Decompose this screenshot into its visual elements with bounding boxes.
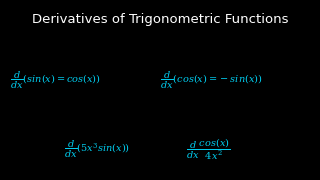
Text: $\dfrac{d}{dx}\dfrac{cos(x)}{4x^2}$: $\dfrac{d}{dx}\dfrac{cos(x)}{4x^2}$	[186, 137, 230, 162]
Text: $\dfrac{d}{dx}(cos(x) = -sin(x))$: $\dfrac{d}{dx}(cos(x) = -sin(x))$	[160, 70, 263, 91]
Text: Derivatives of Trigonometric Functions: Derivatives of Trigonometric Functions	[32, 13, 288, 26]
Text: $\dfrac{d}{dx}(5x^3 sin(x))$: $\dfrac{d}{dx}(5x^3 sin(x))$	[64, 139, 130, 160]
Text: $\dfrac{d}{dx}(sin(x) = cos(x))$: $\dfrac{d}{dx}(sin(x) = cos(x))$	[10, 70, 100, 91]
